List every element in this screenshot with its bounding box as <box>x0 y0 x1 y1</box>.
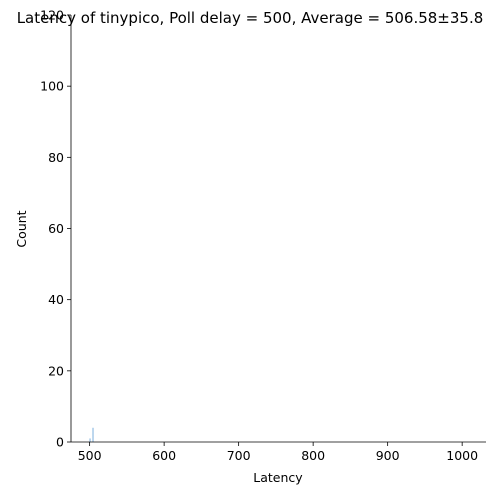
y-tick-label: 40 <box>48 292 64 307</box>
y-axis-label: Count <box>14 210 29 247</box>
x-tick-label: 900 <box>376 448 400 463</box>
histogram-bars <box>89 427 94 442</box>
y-tick-label: 100 <box>40 79 64 94</box>
x-tick-label: 700 <box>227 448 251 463</box>
x-tick-label: 800 <box>301 448 325 463</box>
x-tick-label: 1000 <box>446 448 478 463</box>
histogram-bar <box>89 438 91 442</box>
x-tick-label: 600 <box>152 448 176 463</box>
x-axis-label: Latency <box>253 470 303 485</box>
x-tick-label: 500 <box>78 448 102 463</box>
y-tick-label: 0 <box>56 435 64 450</box>
chart-title: Latency of tinypico, Poll delay = 500, A… <box>17 9 484 27</box>
histogram-bar <box>92 427 94 442</box>
y-axis-ticks: 0 20 40 60 80 100 120 <box>40 8 71 450</box>
y-tick-label: 60 <box>48 221 64 236</box>
x-axis-ticks: 500 600 700 800 900 1000 <box>78 442 478 463</box>
y-tick-label: 20 <box>48 363 64 378</box>
y-tick-label: 120 <box>40 8 64 23</box>
y-tick-label: 80 <box>48 150 64 165</box>
